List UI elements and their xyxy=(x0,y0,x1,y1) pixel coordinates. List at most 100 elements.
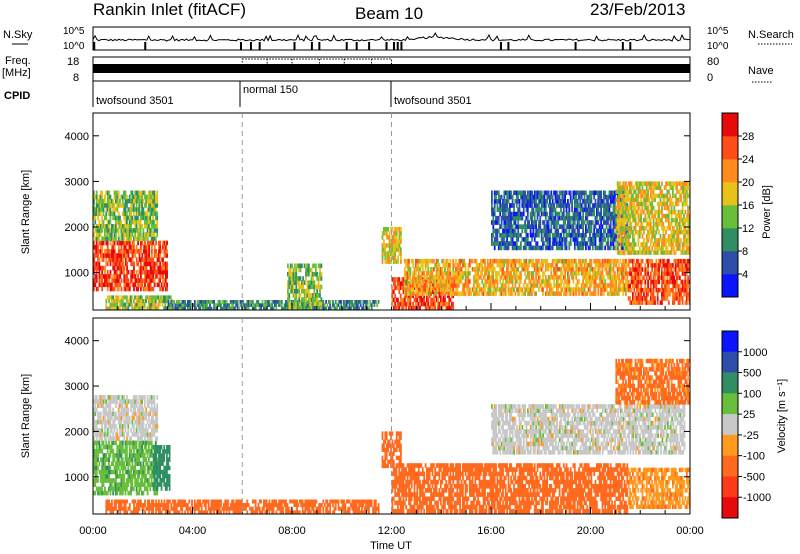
power-cell-2881 xyxy=(590,279,593,284)
power-cell-3216 xyxy=(509,190,511,196)
power-cell-3462 xyxy=(543,232,546,238)
power-cell-2284 xyxy=(464,271,467,276)
power-cell-1169 xyxy=(225,300,228,304)
power-cell-3478 xyxy=(544,211,547,217)
power-cell-1032 xyxy=(154,299,157,304)
power-cell-4188 xyxy=(623,234,626,239)
power-cell-3016 xyxy=(616,275,619,280)
power-cell-2345 xyxy=(478,263,481,268)
power-cell-3271 xyxy=(517,237,520,242)
power-cell-2015 xyxy=(409,267,412,272)
power-cell-1103 xyxy=(187,300,189,304)
power-cell-3236 xyxy=(511,203,514,208)
power-cell-3710 xyxy=(575,194,578,200)
power-cell-791 xyxy=(139,203,142,208)
power-cell-1098 xyxy=(184,303,186,307)
power-cell-2934 xyxy=(601,291,604,296)
power-cell-3347 xyxy=(526,199,529,204)
power-cell-3449 xyxy=(540,199,543,204)
power-cell-2159 xyxy=(441,287,444,292)
power-cell-1693 xyxy=(397,243,399,248)
power-cell-701 xyxy=(127,215,130,221)
power-cell-3530 xyxy=(551,220,554,225)
power-cell-227 xyxy=(127,253,130,258)
power-cell-238 xyxy=(130,274,133,279)
power-cell-1231 xyxy=(264,303,267,307)
power-cell-4033 xyxy=(618,232,620,238)
power-cell-2190 xyxy=(446,275,449,280)
power-cell-4717 xyxy=(678,242,681,247)
power-cell-25 xyxy=(95,249,98,254)
power-cell-552 xyxy=(105,236,108,242)
power-cell-4425 xyxy=(647,221,649,227)
power-cell-551 xyxy=(104,194,106,200)
power-cell-3427 xyxy=(538,211,540,217)
power-cell-545 xyxy=(104,232,106,237)
power-cell-2252 xyxy=(457,263,460,268)
power-cell-4447 xyxy=(649,242,652,247)
power-cell-2924 xyxy=(598,267,601,272)
power-cell-2411 xyxy=(492,283,495,288)
power-cell-2716 xyxy=(556,258,558,264)
power-cell-3526 xyxy=(551,245,554,251)
power-cell-1574 xyxy=(313,271,316,277)
power-cell-2312 xyxy=(473,287,475,292)
power-cell-3439 xyxy=(539,199,542,204)
power-cell-1332 xyxy=(323,306,326,311)
power-cell-4508 xyxy=(655,217,658,223)
power-cell-107 xyxy=(109,249,112,254)
power-cell-2139 xyxy=(437,275,439,280)
power-cell-2684 xyxy=(550,283,553,288)
power-cell-4616 xyxy=(667,226,670,231)
power-cell-4601 xyxy=(666,246,669,251)
power-cell-370 xyxy=(151,278,153,283)
power-cell-1892 xyxy=(433,305,435,311)
power-cell-3123 xyxy=(497,207,500,213)
power-cell-1591 xyxy=(317,305,320,311)
power-cell-2395 xyxy=(489,283,492,288)
power-cell-1588 xyxy=(316,284,319,290)
power-cell-1736 xyxy=(397,281,399,286)
power-cell-1142 xyxy=(209,300,211,304)
power-cell-2281 xyxy=(464,283,467,288)
power-cell-1137 xyxy=(206,300,209,304)
power-cell-571 xyxy=(108,236,110,242)
power-cell-2482 xyxy=(506,263,508,268)
power-cell-1912 xyxy=(437,301,439,307)
power-cell-4837 xyxy=(629,258,631,264)
power-cell-3932 xyxy=(604,190,607,196)
power-cell-1038 xyxy=(157,299,160,304)
power-cell-3450 xyxy=(540,194,543,200)
power-cell-4871 xyxy=(634,263,637,268)
power-cell-2742 xyxy=(562,291,565,296)
power-cell-159 xyxy=(117,265,120,271)
power-cell-1690 xyxy=(397,259,399,264)
power-cell-996 xyxy=(139,295,142,300)
power-cell-2611 xyxy=(533,283,536,288)
power-cell-1065 xyxy=(169,295,172,300)
power-cell-1197 xyxy=(243,306,246,311)
power-cell-3847 xyxy=(593,203,596,208)
power-cell-4471 xyxy=(651,189,654,194)
power-cell-4880 xyxy=(636,263,638,268)
power-cell-3167 xyxy=(503,194,506,200)
power-cell-2006 xyxy=(408,267,410,272)
power-cell-4909 xyxy=(640,267,643,272)
power-cell-3329 xyxy=(525,237,528,242)
power-cell-1988 xyxy=(405,275,408,280)
power-cell-592 xyxy=(110,236,113,242)
power-cell-2619 xyxy=(535,271,537,276)
power-cell-4381 xyxy=(643,242,645,247)
power-cell-4542 xyxy=(659,234,662,239)
power-cell-4921 xyxy=(643,287,645,293)
power-cell-1245 xyxy=(272,306,275,311)
power-cell-167 xyxy=(119,274,122,279)
power-cell-2917 xyxy=(597,267,600,272)
power-cell-4195 xyxy=(623,205,626,211)
power-cell-3841 xyxy=(593,237,596,242)
power-cell-1651 xyxy=(388,235,391,240)
power-cell-2520 xyxy=(513,258,515,264)
power-cell-26 xyxy=(95,244,98,250)
power-cell-549 xyxy=(104,203,106,208)
power-cell-4112 xyxy=(616,234,619,239)
